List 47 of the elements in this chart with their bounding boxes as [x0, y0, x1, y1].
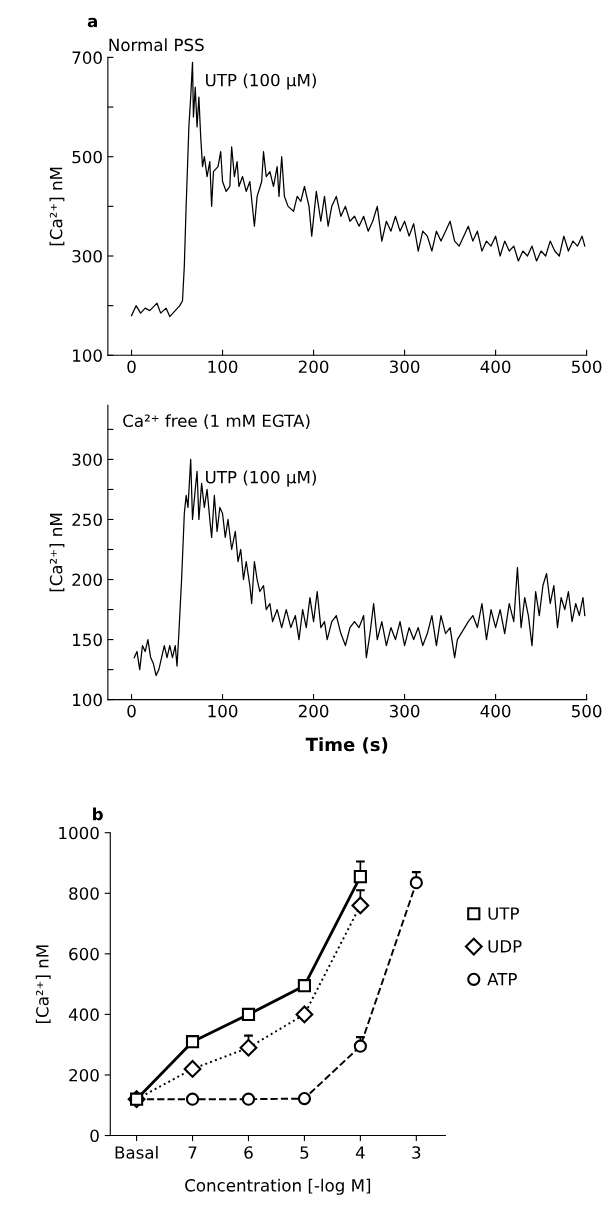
x-tick-label: 0	[127, 360, 136, 374]
x-tick-label: 400	[480, 360, 511, 374]
legend-label: ATP	[487, 973, 517, 986]
x-tick-label: 6	[244, 1146, 253, 1159]
x-tick-label: 7	[188, 1146, 197, 1159]
chart-title: Ca²⁺ free (1 mM EGTA)	[123, 414, 310, 430]
x-tick-label: 3	[412, 1146, 421, 1159]
legend-label: UTP	[488, 907, 519, 920]
x-tick-label: 300	[389, 704, 420, 718]
y-tick-label: 1000	[59, 826, 99, 840]
x-tick-label: 500	[571, 360, 602, 374]
annotation: UTP (100 µM)	[206, 470, 316, 487]
y-tick-label: 200	[72, 573, 102, 587]
x-tick-label: 400	[480, 704, 511, 718]
text: b	[93, 807, 103, 821]
x-tick-label: 100	[208, 360, 238, 374]
x-tick-label: 4	[355, 1146, 365, 1159]
y-tick-label: 700	[72, 51, 102, 64]
y-tick-label: 250	[72, 513, 102, 527]
annotation: UTP (100 µM)	[206, 73, 316, 90]
y-tick-label: 0	[90, 1129, 99, 1143]
text: a	[87, 17, 97, 28]
y-tick-label: 300	[72, 249, 102, 263]
y-tick-label: 400	[68, 1008, 99, 1021]
y-axis-title: [Ca²⁺] nM	[35, 945, 51, 1023]
x-tick-label: 100	[208, 704, 238, 718]
x-tick-label: 500	[571, 704, 602, 718]
y-tick-label: 600	[69, 947, 99, 961]
x-axis-title: Concentration [-log M]	[185, 1178, 371, 1195]
x-tick-label: 300	[389, 360, 420, 374]
x-tick-label: 200	[298, 360, 329, 374]
y-tick-label: 100	[73, 349, 102, 362]
legend-label: UDP	[488, 940, 522, 953]
y-tick-label: 300	[72, 453, 102, 466]
y-tick-label: 150	[73, 633, 102, 647]
x-tick-label: 200	[298, 704, 329, 718]
x-tick-label: 5	[300, 1146, 309, 1159]
x-tick-label: 0	[127, 704, 136, 718]
x-axis-title: Time (s)	[305, 737, 388, 754]
x-tick-label: Basal	[115, 1145, 158, 1159]
y-tick-label: 800	[69, 887, 99, 900]
chart-title: Normal PSS	[109, 38, 204, 52]
y-tick-label: 200	[69, 1068, 99, 1082]
y-tick-label: 500	[72, 150, 102, 164]
y-tick-label: 100	[73, 693, 102, 707]
y-axis-title: [Ca²⁺] nM	[49, 513, 65, 592]
y-axis-title: [Ca²⁺] nM	[49, 167, 65, 246]
